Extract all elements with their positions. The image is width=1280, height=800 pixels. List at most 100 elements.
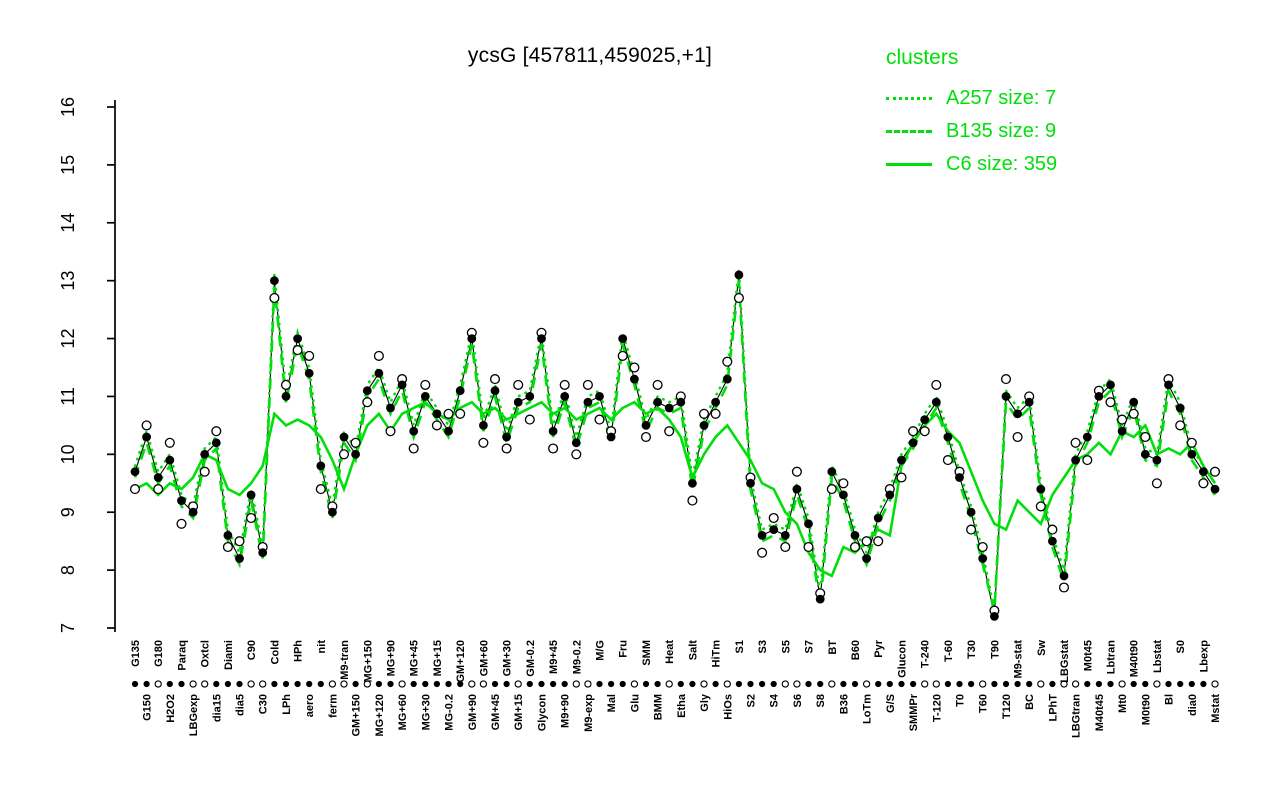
x-tick-label: M9-tran: [339, 640, 351, 680]
data-point-filled: [525, 392, 535, 401]
x-tick-label: MG+60: [397, 694, 409, 730]
baseline-dot-filled: [840, 680, 847, 688]
x-tick-label: Bl: [1164, 694, 1176, 705]
x-tick-label: ferm: [327, 694, 339, 718]
x-tick-label: Lbstat: [1152, 640, 1164, 673]
x-tick-label: T60: [978, 694, 990, 713]
x-tick-label: Sw: [1036, 640, 1048, 656]
x-tick-label: T-240: [920, 640, 932, 668]
x-tick-label: Lbtran: [1105, 640, 1117, 675]
y-tick-label: 14: [58, 213, 78, 233]
x-tick-label: T-120: [931, 694, 943, 722]
x-tick-label: MG+45: [409, 640, 421, 676]
baseline-dot-open: [1118, 680, 1126, 688]
data-point-open: [292, 345, 303, 356]
x-tick-label: GM+60: [478, 640, 490, 676]
data-point-filled: [560, 392, 570, 401]
data-point-filled: [873, 513, 883, 523]
data-point-filled: [827, 467, 837, 477]
baseline-dot-open: [398, 680, 406, 688]
legend-label: B135 size: 9: [946, 120, 1057, 142]
baseline-dot-open: [514, 680, 522, 688]
data-point-open: [664, 426, 675, 437]
data-point-filled: [177, 496, 186, 505]
data-point-filled: [281, 392, 291, 401]
x-tick-label: MG+90: [385, 640, 397, 676]
baseline-dot-filled: [306, 680, 313, 688]
data-point-filled: [211, 438, 221, 448]
baseline-dot-filled: [619, 680, 626, 688]
baseline-dot-filled: [166, 680, 173, 688]
baseline-dot-filled: [642, 680, 650, 688]
data-point-filled: [885, 490, 895, 500]
baseline-dot-filled: [1188, 680, 1195, 688]
baseline-dot-open: [630, 680, 639, 688]
baseline-dot-filled: [387, 680, 394, 688]
legend: clusters A257 size: 7 B135 size: 9 C6 si…: [886, 46, 1057, 181]
x-tick-label: LBGstat: [1059, 640, 1071, 683]
data-point-filled: [815, 594, 825, 604]
data-point-filled: [920, 415, 930, 424]
data-point-filled: [1106, 380, 1115, 390]
data-point-filled: [432, 409, 442, 419]
data-point-filled: [722, 374, 732, 384]
x-tick-label: dia0: [1187, 694, 1199, 716]
data-point-filled: [1187, 449, 1197, 459]
x-tick-label: MG+15: [432, 640, 444, 676]
y-tick-label: 8: [58, 565, 78, 575]
data-point-open: [791, 466, 802, 477]
data-point-filled: [304, 368, 314, 378]
data-point-filled: [258, 548, 268, 558]
x-tick-label: T30: [966, 640, 978, 659]
x-axis-labels: G135 G150 G180 H2O2 Paraq LBGexp Oxtcl dia15 Dia…: [130, 639, 1222, 738]
data-point-filled: [444, 426, 453, 436]
data-point-open: [524, 414, 535, 425]
data-point-open: [873, 536, 884, 547]
data-point-filled: [362, 386, 372, 396]
data-point-open: [640, 431, 652, 443]
x-tick-label: Mal: [606, 694, 618, 712]
data-point-open: [176, 518, 187, 529]
baseline-dot-open: [1211, 680, 1219, 688]
x-tick-label: LBGexp: [188, 694, 200, 736]
baseline-dot-filled: [294, 680, 301, 688]
x-tick-label: Etha: [676, 693, 688, 718]
solid-line-sample: [886, 163, 932, 166]
x-tick-label: S4: [769, 693, 781, 707]
data-point-open: [710, 408, 721, 419]
data-point-filled: [1199, 467, 1208, 477]
data-point-filled: [943, 432, 953, 442]
baseline-dot-open: [154, 680, 162, 688]
legend-title: clusters: [886, 46, 959, 69]
x-tick-label: G135: [130, 640, 142, 667]
x-tick-label: Fru: [618, 640, 630, 658]
x-tick-label: S8: [815, 694, 827, 707]
baseline-dot-filled: [1002, 680, 1010, 688]
baseline-dot-filled: [1084, 680, 1091, 688]
x-tick-label: dia5: [235, 694, 247, 716]
data-point-open: [455, 408, 466, 419]
data-point-open: [942, 455, 953, 466]
data-point-filled: [1082, 432, 1092, 442]
x-tick-label: BC: [1024, 694, 1036, 710]
data-point-open: [896, 472, 907, 483]
data-point-open: [222, 541, 233, 553]
baseline-dot-filled: [759, 680, 766, 688]
baseline-dot-filled: [596, 680, 603, 688]
y-tick-label: 13: [58, 271, 78, 291]
baseline-dot-filled: [503, 680, 510, 688]
data-point-filled: [235, 554, 244, 563]
data-point-open: [861, 536, 872, 547]
data-point-filled: [711, 397, 720, 407]
data-point-filled: [641, 421, 651, 430]
data-point-filled: [850, 531, 860, 540]
baseline-dot-filled: [1026, 680, 1033, 688]
data-point-filled: [804, 519, 813, 529]
data-point-filled: [792, 484, 802, 494]
data-point-open: [385, 426, 396, 437]
baseline-dot-filled: [410, 680, 417, 688]
data-point-filled: [1048, 536, 1057, 546]
data-point-open: [1070, 437, 1081, 448]
baseline-dot-filled: [735, 680, 743, 688]
data-point-filled: [130, 467, 140, 477]
